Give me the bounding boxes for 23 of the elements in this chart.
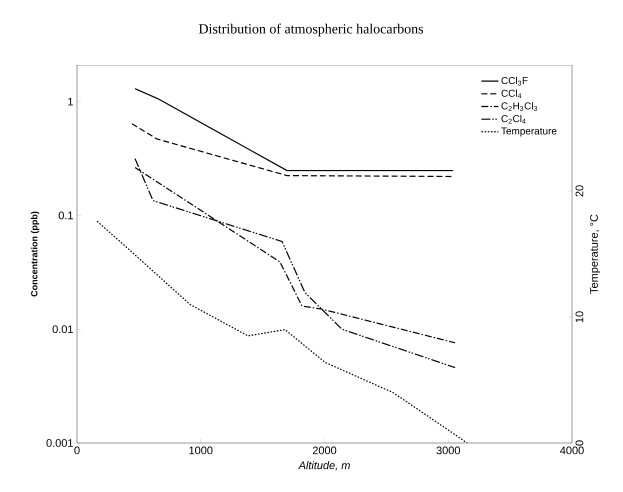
y-tick-label: 0.01 [52,325,73,334]
x-tick-label: 2000 [312,446,336,454]
line-series [134,158,456,368]
y-tick-label: 0.001 [46,439,73,447]
y-tick-label: 0.1 [58,212,73,220]
legend-label: CCl$_{4}$ [501,89,522,98]
y2-axis-title: Temperature, °C [590,214,600,294]
legend-label: C$_{2}$Cl$_{4}$ [501,114,526,124]
y2-tick-label: 0 [576,440,584,446]
y2-tick-label: 10 [576,311,584,322]
legend-label: CCl$_{3}$F [501,76,528,86]
legend-label: Temperature [501,128,556,136]
y-tick-label: 1 [68,98,73,106]
chart-title: Distribution of atmospheric halocarbons [198,24,424,36]
legend-label: C$_{2}$H$_{3}$Cl$_{3}$ [501,102,538,111]
x-tick-label: 4000 [560,446,584,454]
line-series [131,123,454,178]
y2-tick-label: 20 [576,185,584,197]
x-tick-label: 3000 [436,446,460,454]
x-tick-label: 0 [74,446,80,454]
x-axis-title: Altitude, m [298,461,350,470]
y-axis-title: Concentration (ppb) [30,212,40,296]
x-tick-label: 1000 [189,446,212,454]
